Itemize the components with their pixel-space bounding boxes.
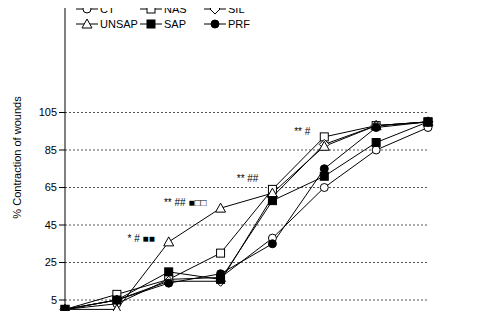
html-text:SAP: SAP bbox=[164, 17, 186, 30]
svg-text:* # ■■: * # ■■ bbox=[128, 233, 155, 244]
html-text:SIL: SIL bbox=[228, 2, 245, 15]
svg-text:45: 45 bbox=[45, 219, 57, 231]
svg-text:65: 65 bbox=[45, 181, 57, 193]
html-text:CT: CT bbox=[100, 2, 115, 15]
svg-text:5: 5 bbox=[51, 294, 57, 306]
svg-text:** ## ■□□: ** ## ■□□ bbox=[164, 197, 207, 208]
svg-text:105: 105 bbox=[39, 106, 57, 118]
svg-text:85: 85 bbox=[45, 144, 57, 156]
html-text:UNSAP: UNSAP bbox=[100, 17, 138, 30]
svg-text:** #: ** # bbox=[294, 126, 311, 137]
svg-text:** ##: ** ## bbox=[237, 173, 259, 184]
svg-text:25: 25 bbox=[45, 256, 57, 268]
html-text:NAS: NAS bbox=[164, 2, 187, 15]
svg-text:% Contraction of wounds: % Contraction of wounds bbox=[11, 96, 23, 219]
html-text:PRF: PRF bbox=[228, 17, 250, 30]
